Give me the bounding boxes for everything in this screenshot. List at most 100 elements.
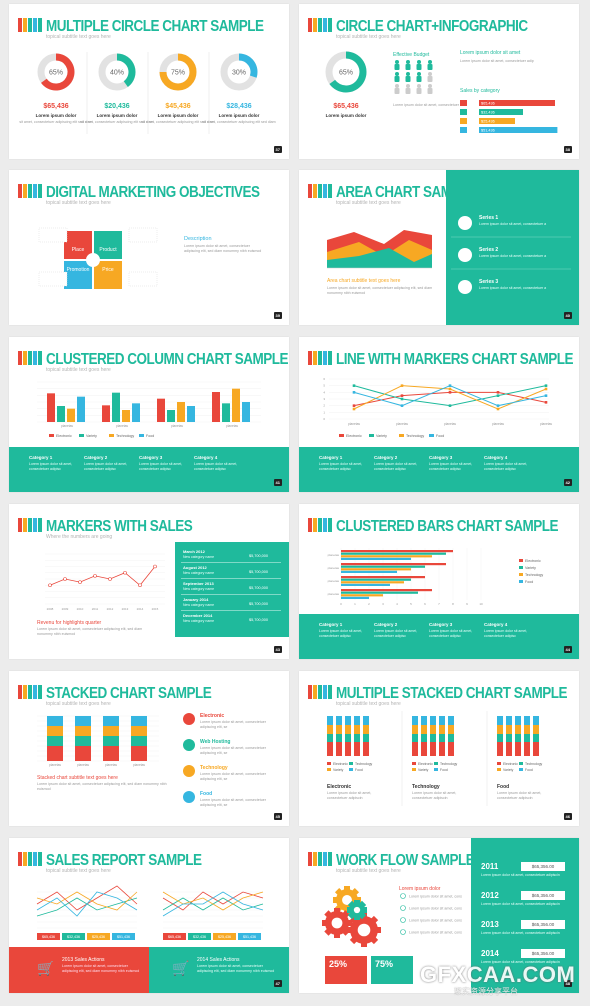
person-icon bbox=[395, 84, 399, 88]
category-text: Lorem ipsum dolor sit amet, consectetuer… bbox=[319, 462, 363, 471]
bar-chart: 0 1 2 3 4 5 6 7 8 9 10 planetas planetas planetas plan… bbox=[328, 548, 543, 606]
stacked-segment bbox=[345, 725, 351, 734]
stacked-segment bbox=[421, 742, 427, 756]
y-tick-label: 2 bbox=[323, 404, 325, 408]
x-tick-label: planetas bbox=[171, 424, 183, 428]
check-icon bbox=[400, 905, 406, 911]
category-text: Lorem ipsum dolor sit amet, consectetuer… bbox=[429, 629, 473, 638]
tag-label: $32,436 bbox=[193, 935, 206, 939]
tag-label: $51,436 bbox=[117, 935, 130, 939]
stacked-segment bbox=[75, 716, 91, 726]
category-icon bbox=[460, 100, 467, 106]
column-bar bbox=[242, 402, 250, 422]
slide-clustered-bars[interactable]: CLUSTERED BARS CHART SAMPLE 0 1 2 3 4 5 6 7 8 9 10… bbox=[299, 504, 579, 659]
x-tick-label: 10 bbox=[479, 602, 483, 606]
pct-box-1 bbox=[325, 956, 367, 984]
sales-line-chart: 2008 2009 2010 2011 2012 2013 2014 2015 bbox=[45, 553, 165, 611]
stacked-segment bbox=[131, 736, 147, 746]
legend-swatch bbox=[497, 768, 501, 771]
slide-work-flow[interactable]: WORK FLOW SAMPLE topical subtitle text g… bbox=[299, 838, 579, 993]
slide-title: MULTIPLE STACKED CHART SAMPLE bbox=[336, 684, 568, 702]
group-title: Electronic bbox=[327, 784, 352, 790]
sales-line bbox=[36, 891, 138, 917]
donut-percent: 75% bbox=[171, 70, 185, 77]
circle-body-text: sit amet, consectetuer adipiscing elit s… bbox=[202, 120, 275, 124]
category-panel bbox=[9, 447, 289, 492]
stacked-segment bbox=[354, 742, 360, 756]
stacked-segment bbox=[448, 725, 454, 734]
column-bar bbox=[122, 410, 130, 422]
category-label: Category 1 bbox=[319, 455, 343, 460]
group-text: Lorem ipsum dolor sit amet, consectetuer… bbox=[327, 791, 372, 800]
chart-caption-text: Lorem ipsum dolor sit amet, consectetuer… bbox=[37, 627, 143, 636]
watermark: GFXCAA.COM bbox=[420, 962, 576, 987]
group-title: Technology bbox=[412, 784, 440, 790]
slide-area-chart[interactable]: AREA CHART SAMPLE topical subtitle text … bbox=[299, 170, 579, 325]
right-title: Lorem ipsum dolor sit amet bbox=[460, 50, 521, 56]
slide-multiple-stacked[interactable]: MULTIPLE STACKED CHART SAMPLE topical su… bbox=[299, 671, 579, 826]
series-name: Series 3 bbox=[479, 279, 498, 285]
line-marker bbox=[544, 387, 548, 391]
legend-swatch bbox=[434, 768, 438, 771]
legend-label: Electronic bbox=[525, 559, 541, 563]
quadrant bbox=[94, 261, 122, 289]
x-tick-label: 6 bbox=[424, 602, 426, 606]
footer-text-right: Lorem ipsum dolor sit amet, consectetuer… bbox=[197, 964, 275, 973]
slide-title: CLUSTERED BARS CHART SAMPLE bbox=[336, 517, 559, 535]
stacked-segment bbox=[430, 742, 436, 756]
stacked-segment bbox=[47, 726, 63, 736]
stacked-segment bbox=[421, 716, 427, 725]
chart-caption: Stacked chart subtitle text goes here bbox=[37, 775, 118, 781]
stacked-segment bbox=[103, 726, 119, 736]
line-marker bbox=[496, 394, 500, 397]
slide-line-markers[interactable]: LINE WITH MARKERS CHART SAMPLE 0 1 2 3 4 5 6 pl… bbox=[299, 337, 579, 492]
month-value: $5,700,000 bbox=[249, 602, 269, 606]
circle-value: $65,436 bbox=[333, 103, 358, 110]
cluster-bar bbox=[341, 570, 397, 573]
slide-multiple-circle[interactable]: MULTIPLE CIRCLE CHART SAMPLE topical sub… bbox=[9, 4, 289, 159]
slide-subtitle: Where the numbers are going bbox=[46, 534, 113, 540]
cluster-bar bbox=[341, 565, 425, 568]
slide-title: STACKED CHART SAMPLE bbox=[46, 684, 212, 702]
slide-circle-infographic[interactable]: CIRCLE CHART+INFOGRAPHIC topical subtitl… bbox=[299, 4, 579, 159]
logo-stripes bbox=[18, 184, 43, 198]
legend-label: Variety bbox=[418, 768, 429, 772]
person-icon bbox=[416, 88, 422, 94]
stacked-segment bbox=[75, 746, 91, 761]
stacked-segment bbox=[515, 716, 521, 725]
right-text: Lorem ipsum dolor sit amet, consectetuer… bbox=[460, 59, 534, 63]
cluster-bar bbox=[341, 591, 418, 594]
sales-line bbox=[49, 566, 156, 586]
person-icon bbox=[427, 76, 433, 82]
stacked-segment bbox=[412, 734, 418, 742]
legend-label: Electronic bbox=[333, 762, 348, 766]
footer-right bbox=[149, 947, 289, 993]
stacked-segment bbox=[103, 736, 119, 746]
category-label: Category 1 bbox=[319, 622, 343, 627]
people-text: Lorem ipsum dolor sit amet, consectetuer bbox=[393, 103, 460, 107]
year-label: 2014 bbox=[481, 949, 499, 958]
legend-swatch bbox=[519, 566, 523, 569]
month-row-label: New category name bbox=[183, 571, 215, 575]
stacked-segment bbox=[336, 734, 342, 742]
slide-markers-sales[interactable]: MARKERS WITH SALES Where the numbers are… bbox=[9, 504, 289, 659]
legend-swatch bbox=[369, 434, 374, 437]
slide-sales-report[interactable]: SALES REPORT SAMPLE topical subtitle tex… bbox=[9, 838, 289, 993]
circle-value: $65,436 bbox=[43, 103, 68, 110]
sales-marker bbox=[108, 577, 112, 581]
stacked-segment bbox=[533, 725, 539, 734]
x-tick-label: 8 bbox=[452, 602, 454, 606]
slide-clustered-column[interactable]: CLUSTERED COLUMN CHART SAMPLE topical su… bbox=[9, 337, 289, 492]
stacked-segment bbox=[506, 725, 512, 734]
slide-digital-marketing[interactable]: DIGITAL MARKETING OBJECTIVES topical sub… bbox=[9, 170, 289, 325]
stacked-segment bbox=[524, 734, 530, 742]
pct-value-1: 25% bbox=[329, 959, 348, 969]
slide-subtitle: topical subtitle text goes here bbox=[46, 868, 111, 874]
circle-value: $28,436 bbox=[226, 103, 251, 110]
stacked-segment bbox=[327, 725, 333, 734]
slide-stacked-chart[interactable]: STACKED CHART SAMPLE topical subtitle te… bbox=[9, 671, 289, 826]
line-marker bbox=[352, 407, 356, 411]
x-tick-label: planetas bbox=[396, 422, 408, 426]
line-marker bbox=[544, 394, 548, 397]
stacked-segment bbox=[47, 746, 63, 761]
